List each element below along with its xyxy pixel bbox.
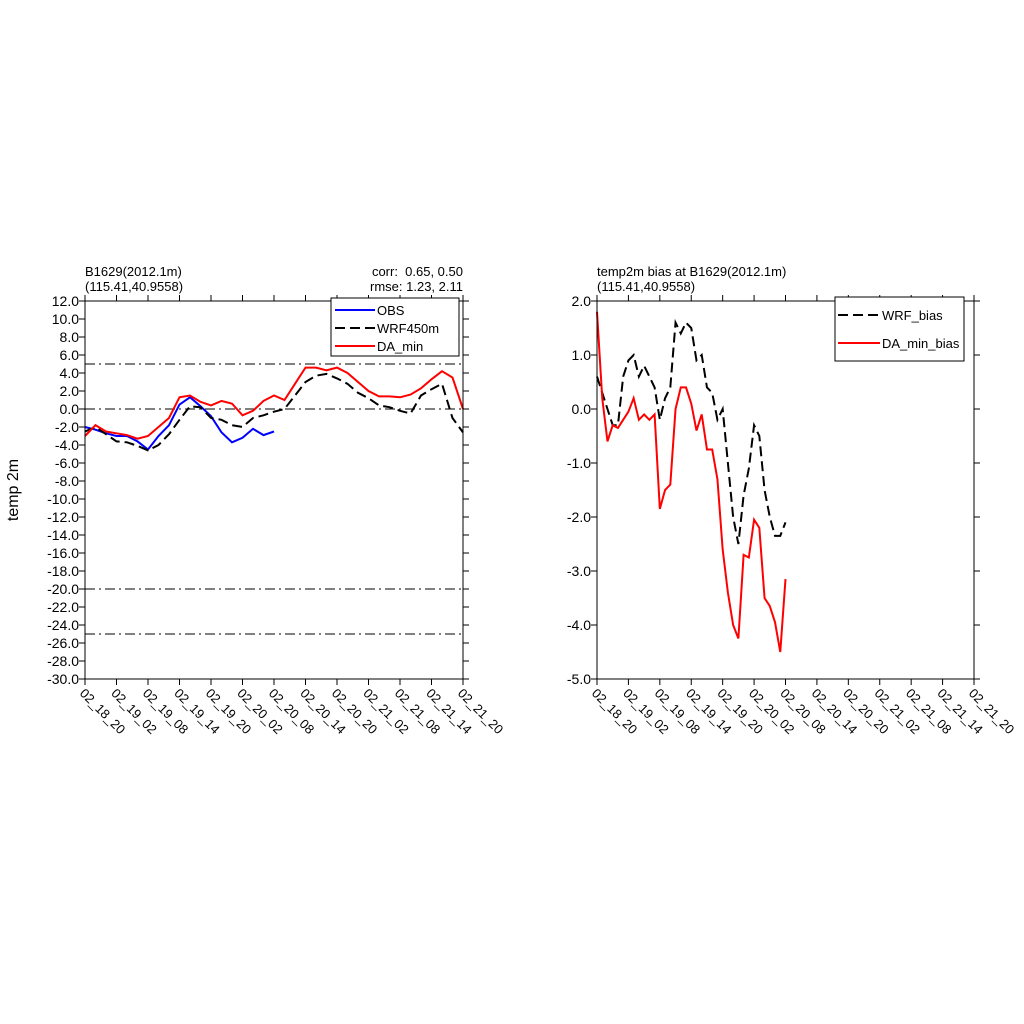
y-tick-label: 12.0 (52, 293, 79, 309)
y-tick-label: -1.0 (567, 455, 591, 471)
plot-frame (84, 300, 464, 680)
annotation: corr: 0.65, 0.50 (372, 264, 463, 279)
y-tick-label: 6.0 (60, 347, 80, 363)
series-line (596, 318, 787, 545)
y-tick-label: 1.0 (572, 347, 592, 363)
y-tick-label: -28.0 (47, 653, 79, 669)
y-tick-label: -30.0 (47, 671, 79, 687)
y-tick-label: 4.0 (60, 365, 80, 381)
y-tick-label: -16.0 (47, 545, 79, 561)
y-tick-label: 0.0 (60, 401, 80, 417)
y-tick-label: 2.0 (572, 293, 592, 309)
legend-label: DA_min_bias (882, 336, 960, 351)
y-tick-label: 0.0 (572, 401, 592, 417)
y-axis-label: temp 2m (5, 459, 22, 521)
legend-label: WRF450m (377, 321, 439, 336)
chart-subtitle: (115.41,40.9558) (597, 279, 695, 294)
y-tick-label: -12.0 (47, 509, 79, 525)
y-tick-label: -2.0 (567, 509, 591, 525)
panel: B1629(2012.1m)(115.41,40.9558) corr: 0.65… (5, 264, 506, 737)
y-tick-label: -14.0 (47, 527, 79, 543)
y-tick-label: -10.0 (47, 491, 79, 507)
annotation: rmse: 1.23, 2.11 (370, 279, 463, 294)
plot-frame (596, 300, 975, 680)
y-tick-label: 8.0 (60, 329, 80, 345)
y-tick-label: 2.0 (60, 383, 80, 399)
y-tick-label: -3.0 (567, 563, 591, 579)
y-tick-label: -5.0 (567, 671, 591, 687)
y-tick-label: -26.0 (47, 635, 79, 651)
y-tick-label: -22.0 (47, 599, 79, 615)
y-tick-label: -2.0 (55, 419, 79, 435)
y-tick-label: -4.0 (55, 437, 79, 453)
series-line (84, 366, 464, 440)
legend-label: DA_min (377, 339, 423, 354)
y-tick-label: 10.0 (52, 311, 79, 327)
chart-title: B1629(2012.1m) (85, 264, 182, 279)
y-tick-label: -4.0 (567, 617, 591, 633)
legend-label: WRF_bias (882, 308, 943, 323)
series-line (84, 396, 275, 451)
y-tick-label: -18.0 (47, 563, 79, 579)
y-tick-label: -20.0 (47, 581, 79, 597)
legend-box (834, 296, 965, 362)
series-line (596, 311, 787, 653)
y-tick-label: -24.0 (47, 617, 79, 633)
legend-label: OBS (377, 303, 405, 318)
chart-title: temp2m bias at B1629(2012.1m) (597, 264, 786, 279)
panel: temp2m bias at B1629(2012.1m)(115.41,40.… (567, 264, 1018, 737)
series-line (84, 372, 464, 452)
y-tick-label: -8.0 (55, 473, 79, 489)
chart-subtitle: (115.41,40.9558) (85, 279, 183, 294)
y-tick-label: -6.0 (55, 455, 79, 471)
